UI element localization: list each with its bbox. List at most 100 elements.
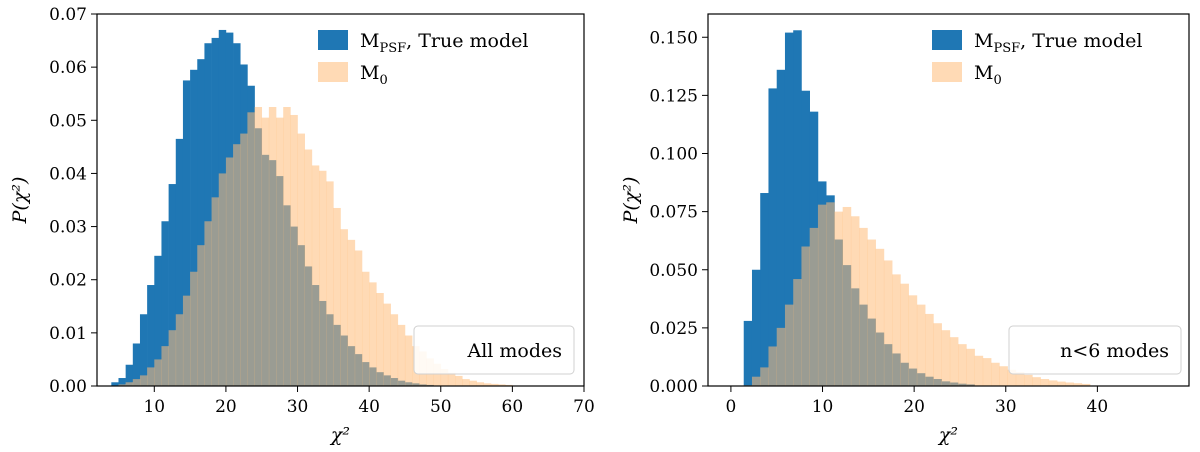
legend-entry: MPSF, True model	[974, 30, 1142, 56]
y-tick-label: 0.025	[649, 319, 698, 339]
x-tick-label: 60	[502, 397, 524, 417]
x-tick-label: 10	[812, 397, 834, 417]
histogram-bar	[182, 80, 191, 386]
axes-frame	[96, 13, 585, 387]
histogram-bar	[125, 364, 134, 386]
histogram-bar	[383, 303, 391, 386]
series-2	[111, 107, 513, 387]
chart-panel-1: 10 20 30 40 50 60 70 0.00 0.01 0.02 0.03 0.04 0.05 0.…	[9, 5, 595, 446]
histogram-bar	[982, 358, 992, 386]
legend-swatch	[318, 30, 348, 50]
y-tick-label: 0.04	[49, 164, 87, 184]
histogram-bar	[276, 117, 284, 386]
y-tick-label: 0.01	[49, 324, 87, 344]
histogram-bar	[154, 255, 162, 386]
histogram-bar	[118, 378, 126, 386]
histogram-bar	[404, 335, 413, 386]
legend-swatch	[932, 62, 962, 82]
histogram-bar	[190, 271, 198, 386]
annotation-text: n<6 modes	[1060, 340, 1169, 362]
histogram-bar	[447, 372, 456, 386]
axes-frame	[707, 13, 1190, 387]
histogram-bar	[397, 324, 406, 386]
histogram-bar	[197, 59, 205, 387]
histogram-bar	[283, 107, 291, 386]
histogram-bar	[204, 43, 212, 386]
histogram-bar	[139, 314, 148, 386]
annotation-box	[1008, 325, 1182, 375]
histogram-bar	[361, 271, 370, 386]
histogram-bar	[751, 269, 761, 386]
histogram-bar	[118, 384, 126, 386]
histogram-bar	[999, 366, 1008, 386]
histogram-bar	[218, 173, 227, 386]
histogram-bar	[958, 344, 967, 386]
histogram-bar	[440, 368, 449, 386]
histogram-bar	[147, 285, 155, 386]
histogram-bar	[1057, 381, 1066, 386]
y-tick-label: 0.07	[49, 5, 87, 25]
histogram-bar	[326, 181, 334, 386]
histogram-bar	[168, 330, 177, 386]
histogram-bar	[297, 133, 305, 386]
histogram-bar	[311, 165, 320, 386]
histogram-bar	[751, 376, 761, 386]
x-axis-label: χ²	[329, 424, 350, 446]
histogram-bar	[340, 229, 348, 386]
histogram-bar	[182, 295, 191, 386]
histogram-bar	[949, 337, 959, 386]
histogram-bar	[175, 314, 184, 386]
y-tick-label: 0.06	[49, 58, 87, 78]
histogram-bar	[966, 348, 975, 386]
histogram-bar	[776, 327, 786, 386]
histogram-bar	[941, 330, 951, 386]
histogram-bar	[462, 379, 470, 386]
histogram-bar	[925, 313, 934, 386]
histogram-bar	[817, 204, 827, 386]
x-tick-label: 20	[903, 397, 925, 417]
histogram-bar	[834, 211, 843, 386]
histogram-bar	[211, 197, 220, 386]
histogram-bar	[347, 239, 356, 386]
y-tick-label: 0.125	[649, 86, 698, 106]
legend-entry: M0	[360, 62, 388, 88]
histogram-bar	[369, 282, 377, 386]
histogram-bar	[190, 69, 198, 387]
legend-entry: MPSF, True model	[360, 30, 528, 56]
histogram-bar	[197, 245, 205, 386]
histogram-bar	[826, 202, 835, 386]
histogram-bar	[842, 206, 852, 386]
histogram-bar	[1007, 369, 1017, 386]
histogram-bar	[850, 216, 860, 386]
y-axis-label: P(χ²)	[620, 177, 642, 225]
x-tick-label: 30	[995, 397, 1017, 417]
histogram-bar	[483, 383, 492, 386]
histogram-bar	[455, 375, 463, 386]
histogram-bar	[768, 88, 778, 387]
x-tick-label: 10	[143, 397, 165, 417]
histogram-bar	[225, 157, 234, 386]
histogram-bar	[469, 380, 477, 386]
histogram-bar	[139, 375, 148, 386]
legend-swatch	[318, 62, 348, 82]
x-tick-label: 70	[573, 397, 595, 417]
histogram-bar	[476, 382, 485, 386]
annotation-text: All modes	[466, 340, 562, 362]
histogram-bar	[204, 221, 212, 386]
histogram-bar	[1015, 372, 1025, 386]
histogram-bar	[154, 359, 162, 386]
histogram-bar	[892, 274, 901, 386]
annotation-box	[413, 325, 575, 375]
y-tick-label: 0.075	[649, 203, 698, 223]
histogram-bar	[319, 170, 327, 386]
histogram-bar	[161, 346, 169, 386]
histogram-bar	[1040, 379, 1050, 386]
legend: MPSF, True model M0	[318, 30, 528, 88]
histogram-bar	[111, 382, 119, 386]
histogram-bar	[333, 207, 341, 386]
histogram-bar	[433, 363, 442, 386]
y-tick-label: 0.000	[649, 377, 698, 397]
histogram-bar	[900, 283, 909, 386]
histogram-bar	[793, 30, 802, 387]
